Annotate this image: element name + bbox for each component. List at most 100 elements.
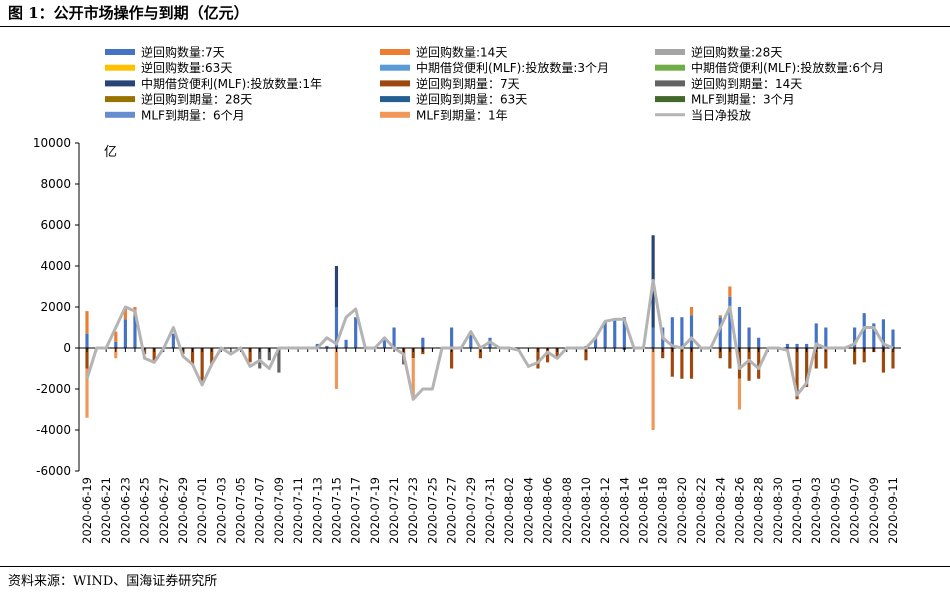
x-tick-label: 2020-09-07	[848, 477, 862, 544]
bar-segment	[210, 348, 214, 365]
x-tick-label: 2020-09-05	[828, 477, 842, 544]
bar-segment	[805, 348, 809, 387]
y-unit-label: 亿	[104, 145, 117, 160]
bar-segment	[584, 348, 588, 361]
legend-swatch	[380, 49, 410, 55]
x-tick-label: 2020-07-09	[272, 477, 286, 544]
legend-swatch	[655, 80, 685, 87]
bar-segment	[536, 348, 540, 369]
y-tick-label: -4000	[36, 423, 71, 437]
legend-swatch	[655, 64, 685, 71]
y-tick-label: 8000	[40, 177, 71, 191]
bar-segment	[680, 348, 684, 379]
x-tick-label: 2020-08-08	[560, 477, 574, 544]
bar-segment	[382, 337, 387, 348]
bar-segment	[824, 327, 828, 348]
bar-segment	[824, 348, 828, 369]
legend-label: MLF到期量：3个月	[691, 93, 795, 107]
x-tick-label: 2020-07-11	[291, 477, 305, 544]
legend-label: 中期借贷便利(MLF):投放数量:3个月	[416, 60, 609, 75]
bar-segment	[114, 341, 118, 348]
bar-segment	[411, 348, 415, 359]
bar-segment	[258, 348, 262, 369]
x-tick-label: 2020-08-04	[521, 477, 535, 544]
bar-segment	[785, 343, 790, 348]
source-note: 资料来源：WIND、国海证券研究所	[8, 574, 218, 589]
y-axis: -6000 -4000 -2000 0 2000 4000 6000 8000 10000	[33, 136, 80, 478]
x-tick-label: 2020-06-19	[80, 477, 94, 544]
bar-segment	[757, 337, 761, 348]
x-tick-label: 2020-07-25	[425, 477, 439, 544]
bar-segment	[689, 348, 694, 379]
bar-segment	[757, 348, 761, 379]
bar-segment	[728, 286, 732, 297]
x-tick-label: 2020-06-27	[157, 477, 171, 544]
bottom-rule	[0, 566, 950, 567]
bar-segment	[114, 348, 118, 359]
x-tick-label: 2020-09-11	[886, 477, 900, 544]
x-tick-label: 2020-07-01	[195, 477, 209, 544]
legend-label: 中期借贷便利(MLF):投放数量:1年	[141, 76, 322, 91]
legend-swatch	[105, 49, 135, 55]
bar-segment	[795, 343, 799, 348]
legend-swatch	[380, 96, 410, 103]
bar-segment	[881, 348, 885, 373]
bar-segment	[593, 337, 598, 348]
bar-segment	[200, 348, 204, 385]
bar-segment	[747, 327, 751, 348]
bar-segment	[190, 348, 195, 365]
bar-segment	[334, 348, 339, 389]
bar-segment	[737, 307, 742, 348]
x-tick-label: 2020-07-21	[387, 477, 401, 544]
bar-segment	[795, 348, 799, 400]
x-tick-label: 2020-08-22	[694, 477, 708, 544]
bar-segment	[344, 339, 348, 348]
bar-segment	[248, 348, 252, 363]
bar-segment	[891, 348, 895, 369]
y-tick-label: 4000	[40, 259, 71, 273]
legend-swatch	[105, 64, 135, 71]
bar-segment	[651, 327, 655, 348]
y-tick-label: 6000	[40, 218, 71, 232]
bar-segment	[545, 348, 550, 363]
bar-segment	[728, 296, 732, 348]
legend-swatch	[380, 111, 410, 118]
legend-label: MLF到期量：6个月	[141, 108, 245, 122]
y-tick-label: -2000	[36, 382, 71, 396]
bar-segment	[450, 327, 454, 348]
bar-segment	[354, 317, 358, 348]
legend-label: 逆回购数量:7天	[141, 45, 225, 60]
x-tick-label: 2020-08-06	[541, 477, 555, 544]
bar-segment	[872, 323, 876, 348]
bar-segment	[661, 348, 665, 359]
legend-swatch	[380, 80, 410, 87]
x-tick-label: 2020-07-23	[406, 477, 420, 544]
x-tick-label: 2020-06-21	[99, 477, 113, 544]
y-tick-label: 0	[63, 341, 71, 355]
bar-segment	[853, 327, 857, 348]
bar-segment	[123, 319, 127, 348]
legend-label: 逆回购数量:28天	[691, 45, 782, 60]
bar-segment	[603, 321, 607, 348]
bar-segment	[152, 348, 156, 361]
bar-segment	[814, 348, 818, 369]
bar-segment	[670, 317, 674, 348]
bar-segment	[853, 348, 857, 365]
x-tick-label: 2020-07-29	[464, 477, 478, 544]
x-tick-label: 2020-08-30	[771, 477, 785, 544]
bar-segment	[862, 313, 866, 348]
bar-segment	[862, 348, 866, 363]
bar-segment	[805, 343, 809, 348]
bar-segment	[718, 348, 722, 359]
bar-segment	[411, 358, 415, 400]
x-tick-label: 2020-08-02	[502, 477, 516, 544]
bar-segment	[85, 348, 89, 369]
bar-segment	[622, 317, 626, 348]
legend-label: 当日净投放	[691, 107, 751, 122]
legend-label: 逆回购到期量：28天	[141, 92, 252, 107]
bar-segment	[680, 317, 684, 348]
x-tick-label: 2020-08-26	[732, 477, 746, 544]
legend-label: 逆回购到期量：63天	[416, 92, 527, 107]
bar-segment	[747, 348, 751, 381]
legend-swatch	[105, 96, 135, 103]
